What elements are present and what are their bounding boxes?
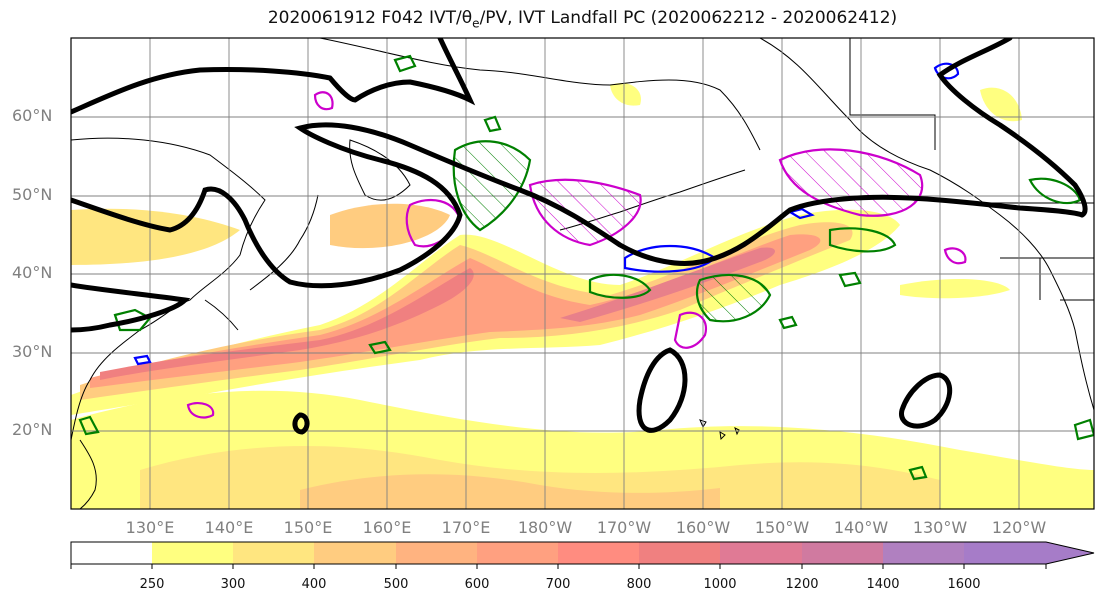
lon-label-170e: 170°E: [441, 518, 491, 537]
colorbar-label-700: 700: [545, 577, 571, 592]
lon-label-130w: 130°W: [912, 518, 968, 537]
title-theta-sub: e: [472, 16, 480, 31]
ivt-river-core: [100, 268, 474, 380]
pv-magenta-region-7: [313, 91, 334, 111]
lon-label-120w: 120°W: [991, 518, 1047, 537]
colorbar-label-800: 800: [626, 577, 652, 592]
pv-green-contour-4: [828, 227, 897, 253]
theta-e-contour-north: [71, 38, 476, 115]
lat-label-50n: 50°N: [12, 185, 53, 204]
ivt-river-core-2: [560, 247, 775, 322]
lon-label-170w: 170°W: [596, 518, 652, 537]
colorbar-bin-4: [396, 542, 477, 564]
colorbar-bin-5: [477, 542, 558, 564]
lat-label-30n: 30°N: [12, 342, 53, 361]
pv-green-contour-6: [78, 415, 1094, 481]
gridlines: [71, 38, 1094, 509]
colorbar-label-500: 500: [383, 577, 409, 592]
theta-e-contour-west: [71, 282, 191, 333]
theta-e-contour-main: [71, 122, 1085, 289]
colorbar-bin-9: [802, 542, 883, 564]
colorbar-bin-7: [639, 542, 720, 564]
colorbar-label-1000: 1000: [703, 577, 737, 592]
colorbar-label-1600: 1600: [947, 577, 981, 592]
theta-e-contour-east: [936, 38, 1088, 218]
colorbar-outline: [70, 541, 1095, 565]
colorbar-label-300: 300: [220, 577, 246, 592]
lat-label-40n: 40°N: [12, 263, 53, 282]
colorbar-label-400: 400: [301, 577, 327, 592]
colorbar-bin-3: [314, 542, 396, 564]
lon-label-130e: 130°E: [125, 518, 175, 537]
title-theta: θ: [461, 8, 473, 28]
coast-japan: [204, 194, 319, 331]
pv-green-region-1: [452, 140, 532, 232]
ivt-northwest: [71, 208, 240, 265]
colorbar: [70, 541, 1095, 569]
lon-label-140e: 140°E: [204, 518, 254, 537]
lon-label-140w: 140°W: [833, 518, 889, 537]
colorbar-bin-10: [883, 542, 964, 564]
pv-green-contour-5: [1028, 177, 1082, 205]
pv-green-contour-8: [778, 271, 862, 330]
pv-green-contour-3: [588, 273, 652, 299]
ivt-arctic-blob: [610, 82, 641, 106]
ivt-alaska-blob: [980, 87, 1022, 122]
theta-e-loop-2: [899, 372, 952, 429]
pv-green-contour-2: [113, 308, 392, 355]
colorbar-bin-11: [964, 542, 1046, 564]
coast-arctic: [319, 38, 761, 151]
colorbar-bin-2: [233, 542, 314, 564]
title-prefix: 2020061912 F042 IVT/: [267, 8, 462, 28]
ivt-north-blob: [330, 203, 450, 249]
ivt-east-blob: [900, 278, 1010, 299]
theta-e-loop-3: [292, 412, 310, 435]
colorbar-label-1200: 1200: [785, 577, 819, 592]
lat-label-60n: 60°N: [12, 106, 53, 125]
colorbar-label-1400: 1400: [866, 577, 900, 592]
coast-philippines: [79, 439, 97, 509]
coast-asia: [71, 137, 266, 441]
colorbar-ticks: [70, 564, 1047, 569]
lon-label-160w: 160°W: [675, 518, 731, 537]
colorbar-bin-6: [558, 542, 639, 564]
theta-e-loop-1: [636, 347, 688, 433]
pv-green-region-2: [695, 273, 772, 323]
map-frame: [70, 37, 1095, 510]
pv-magenta-region-6: [943, 247, 967, 265]
colorbar-label-250: 250: [139, 577, 165, 592]
pv-magenta-region-4: [673, 311, 708, 349]
lon-label-150e: 150°E: [283, 518, 333, 537]
lon-label-160e: 160°E: [362, 518, 412, 537]
us-states: [1000, 257, 1094, 301]
pv-blue-contour-3: [133, 207, 815, 366]
coast-alaska: [759, 38, 1094, 411]
lat-label-20n: 20°N: [12, 420, 53, 439]
colorbar-extend-arrow: [1046, 542, 1094, 564]
title-suffix: /PV, IVT Landfall PC (2020062212 - 20200…: [479, 8, 898, 28]
lon-label-150w: 150°W: [754, 518, 810, 537]
lon-label-180w: 180°W: [517, 518, 573, 537]
colorbar-bin-8: [720, 542, 802, 564]
colorbar-label-600: 600: [464, 577, 490, 592]
colorbar-bin-0: [71, 542, 152, 564]
title: 2020061912 F042 IVT/θe/PV, IVT Landfall …: [0, 8, 1105, 30]
colorbar-bin-1: [152, 542, 233, 564]
pv-magenta-region-5: [186, 401, 215, 419]
pv-green-contour-7: [393, 54, 502, 133]
theta-e-contours: [71, 38, 1088, 435]
pv-magenta-region-1: [528, 178, 642, 247]
coast-kamchatka: [349, 139, 411, 201]
ivt-band-south-core: [300, 474, 720, 509]
